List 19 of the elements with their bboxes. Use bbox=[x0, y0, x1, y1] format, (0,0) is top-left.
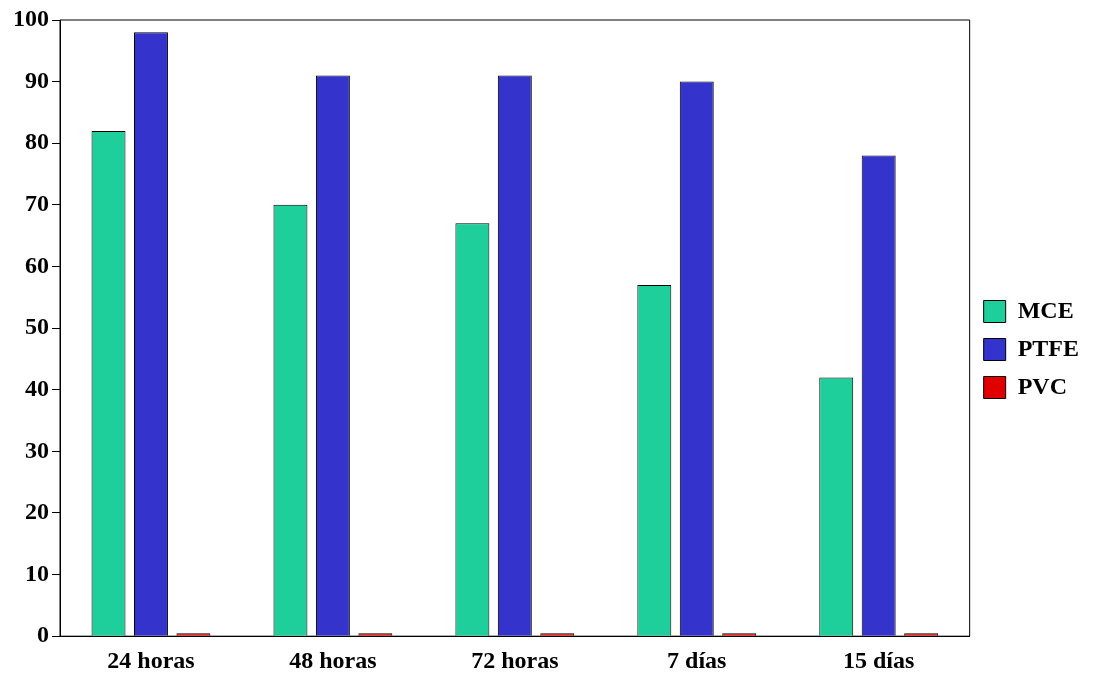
y-tick-label: 100 bbox=[13, 5, 49, 32]
y-tick-label: 10 bbox=[25, 559, 49, 586]
y-tick-label: 40 bbox=[25, 374, 49, 401]
legend-label: MCE bbox=[1017, 296, 1074, 323]
x-tick-label: 15 días bbox=[843, 646, 915, 673]
x-tick-label: 48 horas bbox=[289, 646, 377, 673]
y-tick-label: 60 bbox=[25, 251, 49, 278]
y-tick-label: 20 bbox=[25, 498, 49, 525]
x-tick-label: 72 horas bbox=[471, 646, 559, 673]
legend-label: PTFE bbox=[1017, 334, 1080, 361]
x-tick-label: 7 días bbox=[667, 646, 727, 673]
y-tick-label: 80 bbox=[25, 128, 49, 155]
y-tick-label: 90 bbox=[25, 66, 49, 93]
y-tick-label: 70 bbox=[25, 190, 49, 217]
legend-label: PVC bbox=[1017, 372, 1067, 399]
x-tick-label: 24 horas bbox=[107, 646, 195, 673]
y-tick-label: 50 bbox=[25, 313, 49, 340]
y-tick-label: 30 bbox=[25, 436, 49, 463]
y-tick-label: 0 bbox=[37, 621, 49, 648]
